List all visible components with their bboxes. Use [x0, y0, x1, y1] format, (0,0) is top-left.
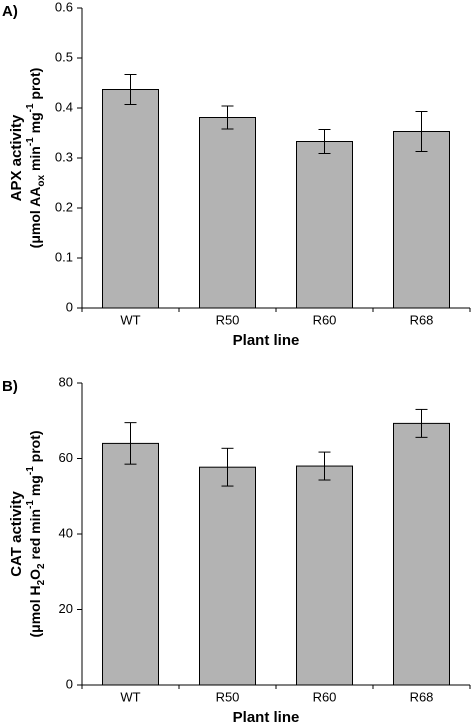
x-tick-label: R50 — [216, 312, 240, 327]
y-axis-label: APX activity(μmol AAox min-1 mg-1 prot) — [8, 68, 47, 249]
y-tick-label: 20 — [59, 601, 73, 616]
y-tick-label: 0.1 — [55, 249, 73, 264]
bar — [199, 117, 256, 309]
y-label-part: prot) — [27, 430, 43, 466]
y-label-part: (μmol H — [27, 585, 43, 637]
y-label-part: -1 — [25, 137, 36, 146]
y-label-part: min — [27, 146, 43, 175]
y-label-part: O — [27, 569, 43, 580]
bar — [393, 422, 450, 686]
bar — [199, 466, 256, 686]
y-tick-label: 0 — [66, 676, 73, 691]
x-tick-label: R60 — [313, 689, 337, 704]
y-tick-label: 60 — [59, 450, 73, 465]
bar — [102, 442, 159, 686]
y-label-part: -1 — [25, 466, 36, 475]
panel-label: A) — [2, 3, 18, 20]
bar — [102, 89, 159, 309]
y-tick-label: 0.6 — [55, 0, 73, 14]
bar — [296, 465, 353, 686]
y-label-part: mg — [27, 475, 43, 500]
y-label-part: 2 — [36, 563, 47, 569]
y-tick-label: 40 — [59, 525, 73, 540]
y-tick-label: 0.4 — [55, 99, 73, 114]
y-label-part: mg — [27, 112, 43, 137]
x-tick-label: WT — [120, 312, 140, 327]
x-tick-label: WT — [120, 689, 140, 704]
x-tick-label: R50 — [216, 689, 240, 704]
y-tick-label: 0 — [66, 299, 73, 314]
bar — [296, 141, 353, 309]
x-tick-label: R60 — [313, 312, 337, 327]
y-label-line: (μmol AAox min-1 mg-1 prot) — [25, 68, 47, 249]
x-axis-label: Plant line — [233, 332, 300, 349]
panel-label: B) — [2, 378, 18, 395]
y-tick-label: 0.3 — [55, 149, 73, 164]
x-tick-label: R68 — [410, 312, 434, 327]
x-tick-label: R68 — [410, 689, 434, 704]
y-label-part: -1 — [25, 500, 36, 509]
y-tick-label: 80 — [59, 374, 73, 389]
y-label-line: APX activity — [8, 114, 25, 201]
y-label-part: 2 — [36, 579, 47, 585]
y-label-part: prot) — [27, 68, 43, 104]
y-label-line: CAT activity — [8, 491, 25, 577]
y-axis-label: CAT activity(μmol H2O2 red min-1 mg-1 pr… — [8, 430, 47, 637]
y-label-part: red min — [27, 509, 43, 563]
bar — [393, 131, 450, 309]
y-label-line: (μmol H2O2 red min-1 mg-1 prot) — [25, 430, 47, 637]
y-label-part: -1 — [25, 103, 36, 112]
y-tick-label: 0.2 — [55, 199, 73, 214]
y-label-part: (μmol AA — [27, 187, 43, 249]
y-label-part: ox — [36, 174, 47, 186]
y-tick-label: 0.5 — [55, 49, 73, 64]
x-axis-label: Plant line — [233, 709, 300, 724]
